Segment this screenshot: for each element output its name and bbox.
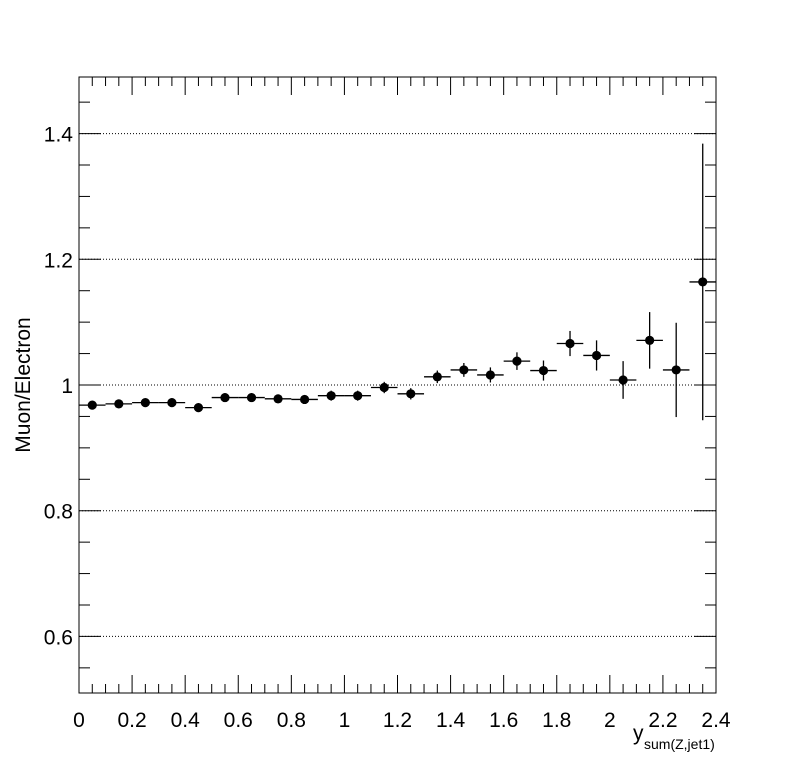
- x-tick-label: 1.2: [383, 709, 412, 732]
- x-tick-label: 2: [604, 709, 616, 732]
- data-point: [424, 370, 451, 384]
- data-point: [477, 367, 504, 383]
- data-marker: [246, 392, 257, 403]
- x-tick-labels: 0 0.2 0.4 0.6 0.8 1 1.2 1.4 1.6 1.8 2 2.2 2.4: [73, 709, 731, 732]
- data-point: [158, 398, 186, 408]
- data-marker: [591, 350, 602, 361]
- x-axis-title-main: y: [633, 722, 644, 745]
- x-axis-title-subscript: sum(Z,jet1): [644, 736, 715, 752]
- x-tick-label: 1: [339, 709, 351, 732]
- data-point: [609, 361, 637, 399]
- x-tick-label: 0: [73, 709, 85, 732]
- x-tick-label: 0.6: [224, 709, 253, 732]
- y-tick-label: 0.8: [44, 501, 73, 524]
- data-marker: [645, 335, 655, 345]
- y-axis-title: Muon/Electron: [12, 317, 35, 452]
- data-point: [689, 143, 716, 421]
- data-marker: [87, 400, 97, 410]
- x-tick-label: 1.4: [436, 709, 466, 732]
- data-point: [583, 340, 610, 371]
- data-point: [530, 360, 557, 381]
- data-point: [556, 330, 584, 357]
- data-marker: [432, 372, 442, 382]
- x-tick-label: 2.4: [701, 709, 731, 732]
- x-axis-title: y sum(Z,jet1): [633, 722, 715, 752]
- data-point: [397, 388, 425, 400]
- data-point: [662, 322, 690, 418]
- y-tick-label: 1.4: [44, 124, 74, 147]
- data-point: [450, 363, 478, 377]
- data-point: [238, 392, 265, 403]
- data-point: [79, 400, 106, 410]
- data-point: [344, 390, 371, 401]
- data-marker: [193, 403, 204, 413]
- data-points: [79, 143, 716, 421]
- data-marker: [326, 391, 336, 401]
- data-marker: [565, 338, 575, 349]
- data-marker: [379, 382, 389, 393]
- data-point: [132, 398, 159, 408]
- data-marker: [698, 277, 708, 287]
- data-marker: [618, 375, 628, 385]
- data-marker: [300, 394, 310, 405]
- x-tick-label: 0.8: [277, 709, 306, 732]
- data-point: [211, 392, 239, 403]
- x-tick-label: 0.4: [171, 709, 201, 732]
- axis-ticks: [78, 77, 717, 693]
- y-tick-label: 0.6: [44, 626, 73, 649]
- data-marker: [485, 370, 495, 380]
- x-tick-label: 1.6: [489, 709, 518, 732]
- data-marker: [406, 389, 416, 399]
- x-tick-label: 2.2: [648, 709, 677, 732]
- data-point: [185, 403, 212, 413]
- data-marker: [459, 365, 469, 375]
- y-tick-label: 1: [61, 375, 73, 398]
- data-marker: [671, 365, 681, 375]
- data-marker: [538, 365, 549, 376]
- data-point: [264, 394, 292, 404]
- data-marker: [114, 399, 124, 409]
- data-point: [291, 394, 318, 405]
- data-point: [370, 381, 398, 394]
- x-tick-label: 0.2: [117, 709, 146, 732]
- y-tick-label: 1.2: [44, 249, 73, 272]
- data-marker: [140, 398, 150, 408]
- data-point: [503, 352, 531, 370]
- x-tick-label: 1.8: [542, 709, 571, 732]
- data-marker: [220, 392, 230, 403]
- data-point: [636, 312, 663, 369]
- data-marker: [167, 398, 177, 408]
- data-marker: [273, 394, 283, 404]
- data-point: [105, 399, 133, 409]
- data-marker: [353, 391, 363, 401]
- gridlines: [79, 133, 716, 637]
- y-tick-labels: 0.6 0.8 1 1.2 1.4: [44, 124, 74, 650]
- data-marker: [512, 356, 522, 366]
- data-point: [317, 390, 345, 401]
